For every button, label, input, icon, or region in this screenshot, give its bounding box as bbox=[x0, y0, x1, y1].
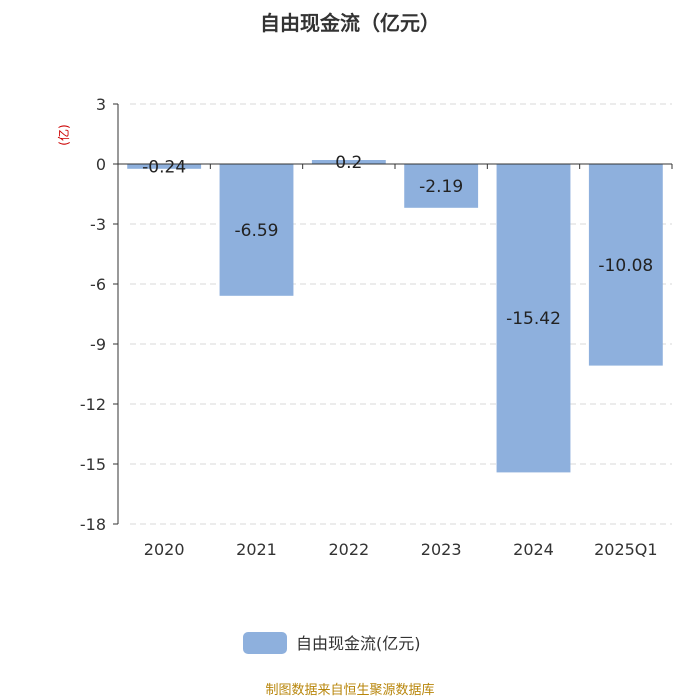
data-label: 0.2 bbox=[335, 153, 362, 173]
legend-swatch bbox=[243, 632, 287, 654]
x-tick-label: 2021 bbox=[236, 540, 277, 559]
bar bbox=[588, 164, 663, 366]
axes: 3 0 -3 -6 -9 -12 -15 -18 2020 2021 2022 2023 2024 202… bbox=[80, 95, 673, 559]
y-axis-unit: (亿) bbox=[56, 124, 71, 145]
y-tick-label: -12 bbox=[80, 395, 106, 414]
chart-title: 自由现金流（亿元） bbox=[260, 11, 440, 35]
data-label: -6.59 bbox=[235, 221, 279, 241]
data-label: -2.19 bbox=[419, 177, 463, 197]
y-tick-label: -3 bbox=[90, 215, 106, 234]
y-tick-label: 0 bbox=[96, 155, 106, 174]
x-tick-label: 2025Q1 bbox=[594, 540, 658, 559]
bar bbox=[311, 160, 386, 164]
x-tick-label: 2024 bbox=[513, 540, 554, 559]
y-tick-label: -9 bbox=[90, 335, 106, 354]
bar bbox=[496, 164, 571, 473]
data-labels: -0.24 -6.59 0.2 -2.19 -15.42 -10.08 bbox=[142, 153, 653, 329]
legend[interactable]: 自由现金流(亿元) bbox=[243, 632, 421, 654]
bars bbox=[127, 160, 663, 473]
source-note: 制图数据来自恒生聚源数据库 bbox=[265, 682, 434, 698]
y-tick-label: 3 bbox=[96, 95, 106, 114]
y-tick-label: -6 bbox=[90, 275, 106, 294]
bar bbox=[404, 164, 479, 208]
bar bbox=[219, 164, 294, 296]
bar bbox=[127, 164, 202, 169]
legend-label: 自由现金流(亿元) bbox=[296, 634, 421, 653]
y-tick-label: -15 bbox=[80, 455, 106, 474]
x-tick-label: 2020 bbox=[144, 540, 185, 559]
x-tick-label: 2023 bbox=[421, 540, 462, 559]
data-label: -15.42 bbox=[506, 309, 561, 329]
x-tick-label: 2022 bbox=[328, 540, 369, 559]
y-tick-label: -18 bbox=[80, 515, 106, 534]
data-label: -10.08 bbox=[598, 256, 653, 276]
data-label: -0.24 bbox=[142, 157, 186, 177]
